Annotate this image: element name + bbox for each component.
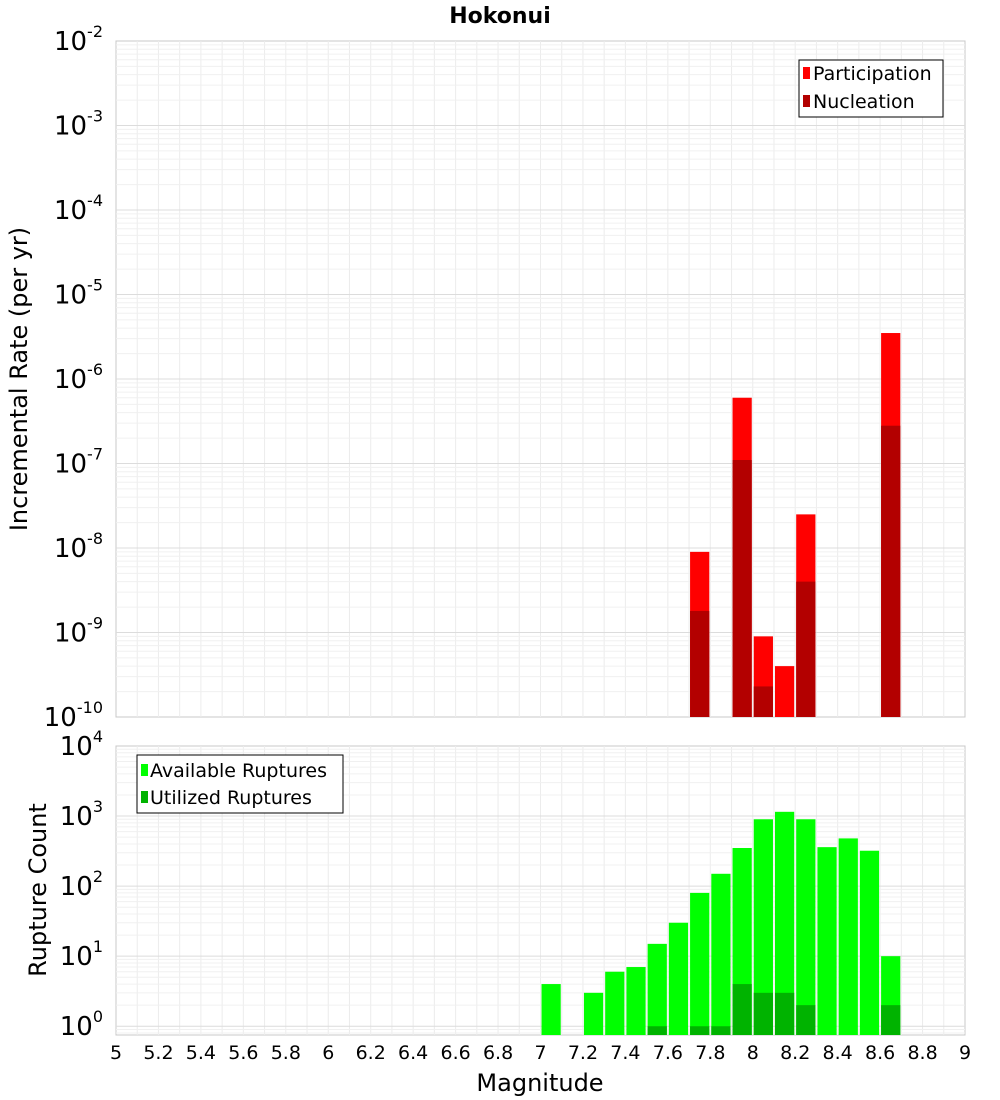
count-y-axis-label: Rupture Count xyxy=(24,803,52,977)
available-ruptures-bar xyxy=(605,971,625,1035)
rate-legend: Participation Nucleation xyxy=(798,59,944,118)
available-legend-swatch xyxy=(141,764,148,776)
available-ruptures-bar xyxy=(838,838,858,1035)
utilized-ruptures-bar xyxy=(647,1026,667,1035)
y-tick-label: 10-10 xyxy=(44,698,103,733)
x-tick-label: 7 xyxy=(534,1042,546,1064)
nucleation-bar xyxy=(796,581,816,717)
x-tick-label: 8 xyxy=(747,1042,759,1064)
x-tick-label: 7.4 xyxy=(610,1042,640,1064)
x-tick-label: 6.2 xyxy=(356,1042,386,1064)
y-tick-label: 103 xyxy=(60,797,103,832)
nucleation-bar xyxy=(690,610,710,717)
x-tick-label: 5.8 xyxy=(271,1042,301,1064)
rate-bars xyxy=(690,333,901,717)
utilized-ruptures-bar xyxy=(796,1005,816,1035)
nucleation-bar xyxy=(753,686,773,717)
x-tick-label: 8.8 xyxy=(907,1042,937,1064)
count-bars xyxy=(541,811,901,1035)
count-y-tick-labels: 100 101 102 103 104 xyxy=(60,727,103,1042)
y-tick-label: 104 xyxy=(60,727,103,762)
available-ruptures-bar xyxy=(711,873,731,1035)
y-tick-label: 100 xyxy=(60,1007,103,1042)
available-ruptures-bar xyxy=(774,811,795,1035)
y-tick-label: 10-5 xyxy=(54,276,103,311)
magnitude-tick-labels: 5 5.2 5.4 5.6 5.8 6 6.2 6.4 6.6 6.8 7 7.2 7.4 7.6 7.8 8… xyxy=(110,1042,971,1064)
utilized-ruptures-bar xyxy=(774,992,795,1035)
x-tick-label: 7.8 xyxy=(695,1042,725,1064)
x-tick-label: 5.4 xyxy=(186,1042,216,1064)
x-axis-label: Magnitude xyxy=(476,1069,603,1097)
nucleation-bar xyxy=(881,425,901,717)
x-tick-label: 6.4 xyxy=(398,1042,428,1064)
chart-title: Hokonui xyxy=(449,4,551,29)
count-legend: Available Ruptures Utilized Ruptures xyxy=(136,754,344,814)
x-tick-label: 6.6 xyxy=(440,1042,470,1064)
rate-y-axis-label: Incremental Rate (per yr) xyxy=(5,227,33,531)
y-tick-label: 10-9 xyxy=(54,614,103,649)
y-tick-label: 10-3 xyxy=(54,107,103,142)
x-tick-label: 8.4 xyxy=(823,1042,853,1064)
x-tick-label: 9 xyxy=(959,1042,971,1064)
rate-grid xyxy=(116,41,965,717)
available-ruptures-bar xyxy=(817,847,837,1035)
y-tick-label: 10-2 xyxy=(54,22,103,57)
utilized-ruptures-bar xyxy=(711,1026,731,1035)
available-ruptures-bar xyxy=(668,922,689,1035)
available-ruptures-bar xyxy=(583,992,604,1035)
nucleation-legend-swatch xyxy=(803,95,810,107)
y-tick-label: 10-8 xyxy=(54,529,103,564)
x-tick-label: 5.6 xyxy=(228,1042,258,1064)
nucleation-legend-label: Nucleation xyxy=(813,91,915,113)
utilized-ruptures-bar xyxy=(690,1026,710,1035)
x-tick-label: 8.2 xyxy=(780,1042,810,1064)
x-tick-label: 6.8 xyxy=(483,1042,513,1064)
count-legend-box xyxy=(136,754,344,814)
available-ruptures-bar xyxy=(541,984,561,1035)
rate-y-tick-labels: 10-10 10-9 10-8 10-7 10-6 10-5 10-4 10-3 10-2 xyxy=(44,22,103,733)
y-tick-label: 101 xyxy=(60,937,103,972)
available-ruptures-bar xyxy=(796,819,816,1035)
y-tick-label: 102 xyxy=(60,867,103,902)
available-ruptures-bar xyxy=(690,892,710,1035)
nucleation-bar xyxy=(732,460,752,717)
utilized-legend-label: Utilized Ruptures xyxy=(150,787,312,809)
y-tick-label: 10-7 xyxy=(54,445,103,480)
x-tick-label: 5.2 xyxy=(143,1042,173,1064)
y-tick-label: 10-6 xyxy=(54,360,103,395)
participation-legend-label: Participation xyxy=(813,63,932,85)
utilized-ruptures-bar xyxy=(753,992,773,1035)
utilized-ruptures-bar xyxy=(732,984,752,1035)
x-tick-label: 5 xyxy=(110,1042,122,1064)
rate-legend-box xyxy=(798,59,944,118)
participation-legend-swatch xyxy=(803,67,810,79)
x-tick-label: 8.6 xyxy=(865,1042,895,1064)
available-legend-label: Available Ruptures xyxy=(150,760,327,782)
x-tick-label: 7.6 xyxy=(653,1042,683,1064)
available-ruptures-bar xyxy=(753,819,773,1035)
available-ruptures-bar xyxy=(859,850,880,1035)
utilized-ruptures-bar xyxy=(881,1005,901,1035)
available-ruptures-bar xyxy=(647,943,667,1035)
x-tick-label: 6 xyxy=(322,1042,334,1064)
utilized-legend-swatch xyxy=(141,791,148,803)
participation-bar xyxy=(774,666,795,717)
x-tick-label: 7.2 xyxy=(568,1042,598,1064)
available-ruptures-bar xyxy=(626,967,646,1035)
y-tick-label: 10-4 xyxy=(54,191,103,226)
